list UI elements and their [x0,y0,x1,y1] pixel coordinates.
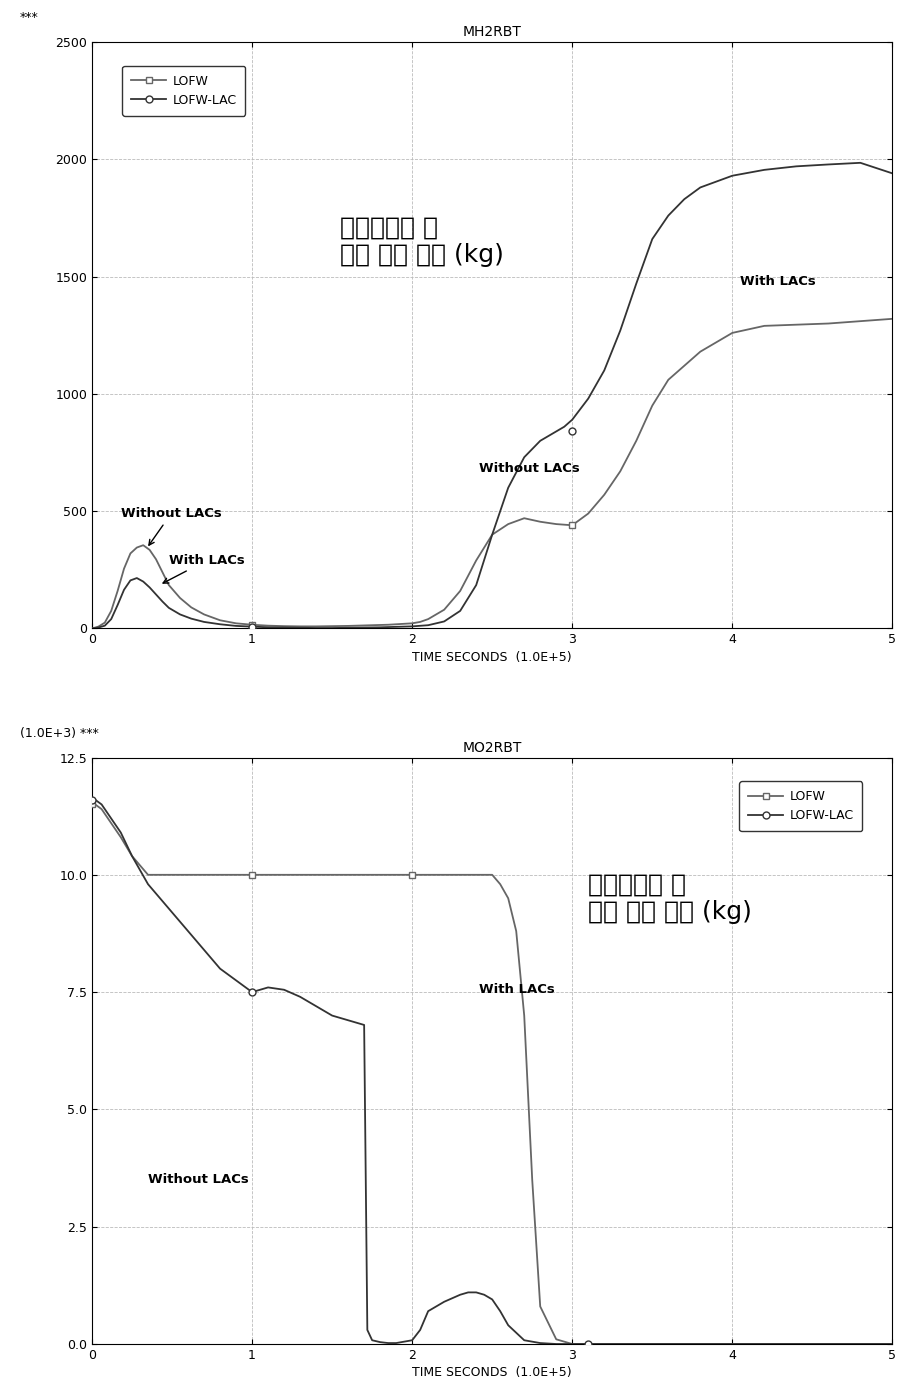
Text: Without LACs: Without LACs [120,507,221,545]
X-axis label: TIME SECONDS  (1.0E+5): TIME SECONDS (1.0E+5) [412,1366,572,1379]
Title: MO2RBT: MO2RBT [462,741,521,755]
Text: Without LACs: Without LACs [148,1173,248,1186]
Title: MH2RBT: MH2RBT [462,25,521,39]
Text: 원자로건물 내
수소 누적 질량 (kg): 원자로건물 내 수소 누적 질량 (kg) [340,216,504,267]
Legend: LOFW, LOFW-LAC: LOFW, LOFW-LAC [122,66,244,116]
X-axis label: TIME SECONDS  (1.0E+5): TIME SECONDS (1.0E+5) [412,651,572,664]
Text: (1.0E+3) ***: (1.0E+3) *** [20,727,98,741]
Text: Without LACs: Without LACs [479,462,580,476]
Text: ***: *** [20,11,39,24]
Legend: LOFW, LOFW-LAC: LOFW, LOFW-LAC [739,781,861,832]
Text: With LACs: With LACs [163,554,244,582]
Text: With LACs: With LACs [740,274,815,288]
Text: 원자로건물 내
산소 누적 질량 (kg): 원자로건물 내 산소 누적 질량 (kg) [587,872,752,924]
Text: With LACs: With LACs [479,983,554,997]
